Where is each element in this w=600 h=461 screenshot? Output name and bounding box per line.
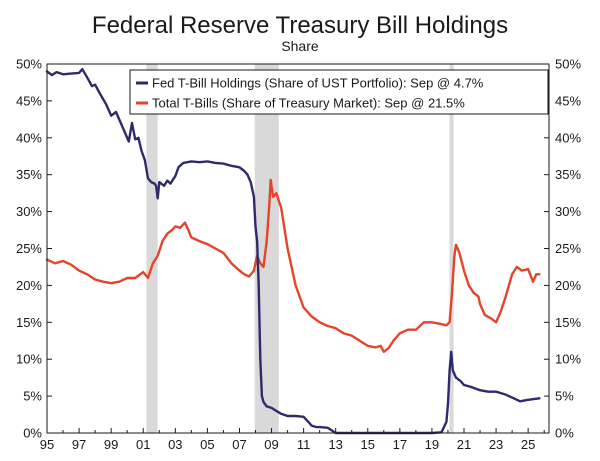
y-tick-label-right-10: 50% bbox=[555, 57, 581, 72]
y-tick-label-right-2: 10% bbox=[555, 352, 581, 367]
y-tick-label-left-6: 30% bbox=[16, 204, 42, 219]
y-axis-right-labels: 0% 5% 10% 15% 20% 25% 30% 35% 40% 45% 50% bbox=[555, 57, 581, 441]
y-tick-label-left-7: 35% bbox=[16, 167, 42, 182]
y-tick-label-left-1: 5% bbox=[23, 389, 42, 404]
x-tick-label-1: 97 bbox=[72, 437, 86, 452]
x-tick-label-12: 19 bbox=[425, 437, 439, 452]
plot-frame bbox=[46, 63, 550, 434]
axis-ticks bbox=[46, 63, 549, 434]
y-tick-label-left-5: 25% bbox=[16, 241, 42, 256]
x-tick-label-13: 21 bbox=[457, 437, 471, 452]
x-tick-label-2: 99 bbox=[104, 437, 118, 452]
x-tick-label-5: 05 bbox=[200, 437, 214, 452]
x-tick-label-15: 25 bbox=[521, 437, 535, 452]
x-tick-label-11: 17 bbox=[393, 437, 407, 452]
y-tick-label-left-9: 45% bbox=[16, 93, 42, 108]
y-tick-label-right-0: 0% bbox=[555, 426, 574, 441]
recession-bar-0 bbox=[146, 64, 158, 433]
legend-label-total: Total T-Bills (Share of Treasury Market)… bbox=[152, 96, 465, 111]
x-tick-label-4: 03 bbox=[168, 437, 182, 452]
x-tick-label-0: 95 bbox=[40, 437, 54, 452]
x-tick-label-10: 15 bbox=[361, 437, 375, 452]
y-tick-label-right-1: 5% bbox=[555, 389, 574, 404]
chart-title: Federal Reserve Treasury Bill Holdings bbox=[92, 12, 508, 39]
y-tick-label-right-9: 45% bbox=[555, 93, 581, 108]
legend-box bbox=[129, 69, 549, 115]
series-layer bbox=[45, 67, 541, 435]
series-line-0 bbox=[45, 67, 541, 435]
x-tick-label-7: 09 bbox=[264, 437, 278, 452]
y-tick-label-right-6: 30% bbox=[555, 204, 581, 219]
y-tick-label-right-4: 20% bbox=[555, 278, 581, 293]
series-line-1 bbox=[45, 178, 541, 353]
x-tick-label-3: 01 bbox=[136, 437, 150, 452]
y-tick-label-left-3: 15% bbox=[16, 315, 42, 330]
y-tick-label-right-8: 40% bbox=[555, 130, 581, 145]
legend-label-fed: Fed T-Bill Holdings (Share of UST Portfo… bbox=[152, 76, 484, 91]
y-tick-label-right-3: 15% bbox=[555, 315, 581, 330]
y-tick-label-right-7: 35% bbox=[555, 167, 581, 182]
x-tick-label-8: 11 bbox=[297, 437, 311, 452]
x-tick-label-6: 07 bbox=[232, 437, 246, 452]
x-axis-labels: 95 97 99 01 03 05 07 09 11 13 15 17 19 21 23 25 bbox=[40, 437, 536, 452]
chart-subtitle: Share bbox=[281, 38, 319, 54]
recession-shading bbox=[146, 64, 454, 433]
y-tick-label-left-0: 0% bbox=[23, 426, 42, 441]
y-tick-label-left-2: 10% bbox=[16, 352, 42, 367]
y-tick-label-right-5: 25% bbox=[555, 241, 581, 256]
x-tick-label-9: 13 bbox=[328, 437, 342, 452]
recession-bar-2 bbox=[449, 64, 454, 433]
y-axis-left-labels: 0% 5% 10% 15% 20% 25% 30% 35% 40% 45% 50% bbox=[16, 57, 42, 441]
y-tick-label-left-4: 20% bbox=[16, 278, 42, 293]
legend: Fed T-Bill Holdings (Share of UST Portfo… bbox=[129, 69, 549, 115]
y-tick-label-left-10: 50% bbox=[16, 57, 42, 72]
y-tick-label-left-8: 40% bbox=[16, 130, 42, 145]
x-tick-label-14: 23 bbox=[489, 437, 503, 452]
